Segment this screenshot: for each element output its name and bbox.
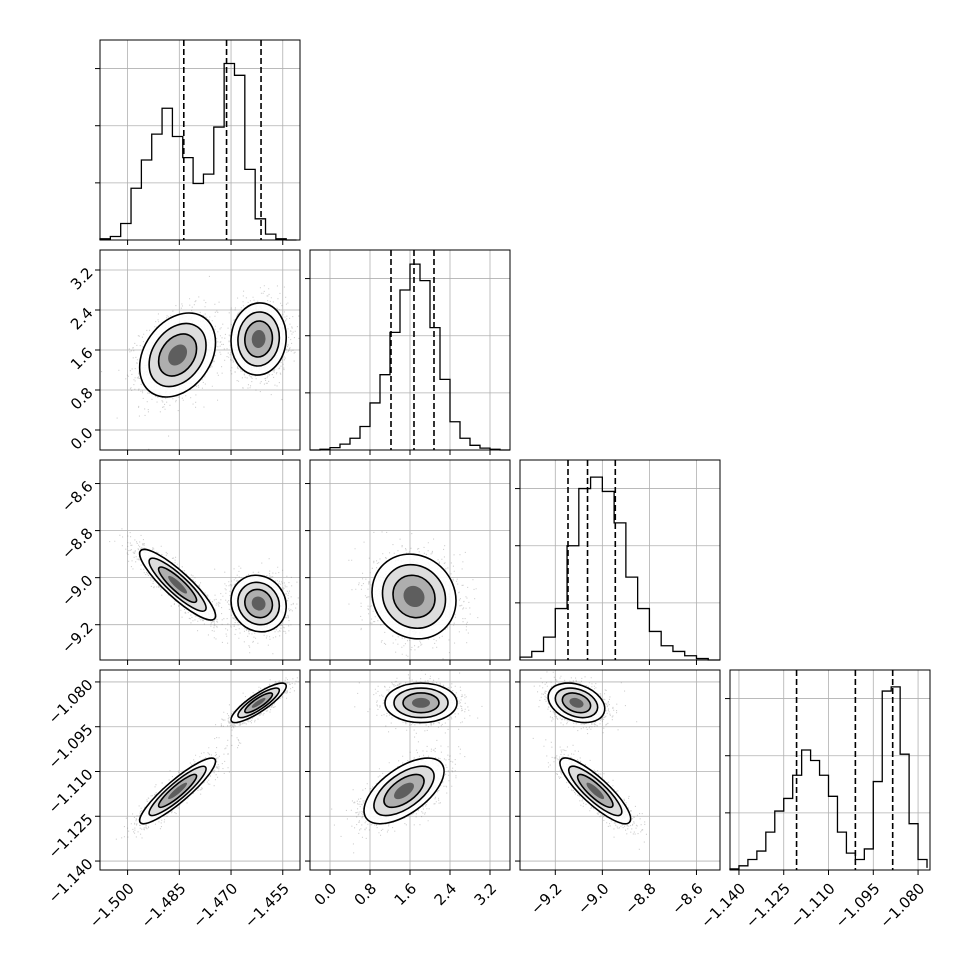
y-tick-label: −1.110 [45, 765, 97, 817]
scatter-panel-2-1 [305, 459, 511, 665]
panel-frame [729, 669, 931, 871]
panel-frame [99, 249, 301, 451]
x-tick-label: 3.2 [471, 880, 501, 910]
y-tick-label: 1.6 [67, 344, 97, 374]
x-tick-label: −8.8 [621, 880, 659, 918]
y-tick-label: −8.6 [58, 477, 96, 515]
x-tick-label: 1.6 [391, 880, 421, 910]
y-tick-label: −1.095 [45, 721, 97, 773]
y-tick-label: −9.2 [58, 619, 96, 657]
x-tick-label: −1.470 [189, 880, 241, 932]
panel-frame [309, 459, 511, 661]
histogram-panel-1 [305, 249, 511, 455]
histogram-bars [519, 476, 720, 661]
x-tick-label: −1.455 [241, 880, 293, 932]
panel-frame [519, 669, 721, 871]
panel-frame [99, 669, 301, 871]
scatter-panel-3-1 [305, 669, 511, 875]
scatter-panel-3-0 [95, 669, 301, 875]
contour-level [168, 575, 188, 594]
y-tick-label: 0.0 [67, 424, 97, 454]
x-tick-label: −1.110 [787, 880, 839, 932]
contour-level [168, 782, 188, 800]
contour-level [569, 697, 584, 708]
y-tick-label: −1.125 [45, 810, 97, 862]
histogram-bars [310, 263, 510, 451]
x-tick-label: −1.140 [697, 880, 749, 932]
contour-level [251, 329, 266, 349]
histogram-bars [729, 686, 928, 870]
x-tick-label: −1.125 [742, 880, 794, 932]
x-tick-label: −1.095 [832, 880, 884, 932]
histogram-panel-3 [725, 669, 931, 875]
contour-level [251, 697, 266, 708]
panel-frame [99, 39, 301, 241]
scatter-panel-3-2 [515, 669, 721, 875]
x-tick-label: −9.0 [574, 880, 612, 918]
x-tick-label: 0.0 [311, 880, 341, 910]
contour-level [251, 596, 266, 611]
panel-frame [99, 459, 301, 661]
y-tick-label: −1.080 [45, 676, 97, 728]
y-tick-label: 2.4 [67, 304, 97, 334]
y-tick-label: 0.8 [67, 384, 97, 414]
contour-level [412, 697, 430, 708]
x-tick-label: −8.6 [668, 880, 706, 918]
histogram-bars [99, 62, 297, 241]
contour-level [393, 782, 414, 800]
contour-level [586, 782, 605, 800]
panel-frame [519, 459, 721, 661]
x-tick-label: −9.2 [527, 880, 565, 918]
y-tick-label: −9.0 [58, 571, 96, 609]
histogram-panel-0 [95, 39, 301, 245]
contour-level [168, 344, 188, 366]
panel-frame [309, 249, 511, 451]
panel-frame [309, 669, 511, 871]
y-tick-label: −1.140 [45, 855, 97, 907]
histogram-panel-2 [515, 459, 721, 665]
y-tick-label: −8.8 [58, 524, 96, 562]
x-tick-label: −1.485 [138, 880, 190, 932]
x-tick-label: 0.8 [351, 880, 381, 910]
contour-level [403, 585, 425, 608]
y-tick-label: 3.2 [67, 264, 97, 294]
scatter-panel-1-0 [95, 249, 301, 455]
scatter-panel-2-0 [95, 459, 301, 665]
x-tick-label: 2.4 [431, 880, 461, 910]
x-tick-label: −1.080 [876, 880, 928, 932]
x-tick-label: −1.500 [86, 880, 138, 932]
scatter-points [101, 275, 300, 450]
